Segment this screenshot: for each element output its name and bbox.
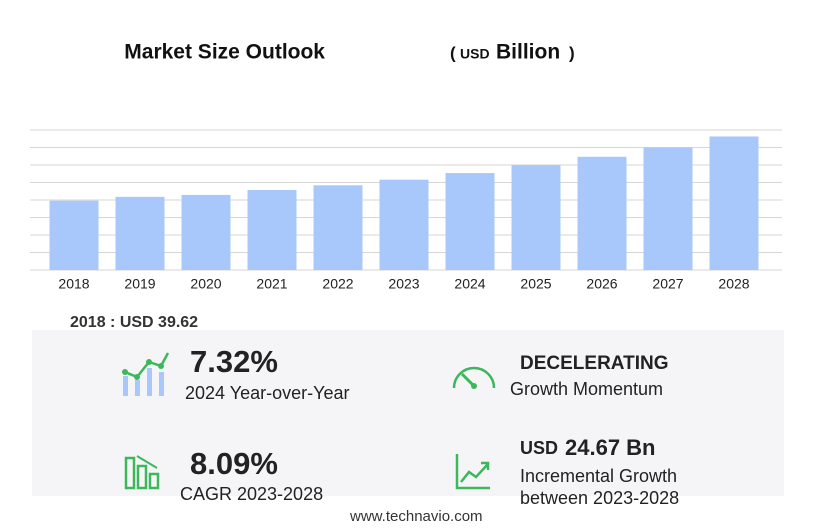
growth-icon: [122, 352, 170, 396]
x-tick-label: 2026: [586, 276, 617, 292]
unit-paren: ): [569, 43, 575, 62]
bar: [511, 165, 561, 270]
cagr-icon: [124, 455, 160, 490]
footer: www.technavio.com: [350, 508, 483, 525]
x-tick-label: 2028: [718, 276, 749, 292]
bar: [379, 179, 429, 270]
x-tick-label: 2021: [256, 276, 287, 292]
bar: [445, 173, 495, 270]
bar: [115, 196, 165, 270]
momentum-value: DECELERATING: [520, 353, 669, 374]
x-tick-label: 2024: [454, 276, 485, 292]
gauge-icon: [452, 366, 496, 389]
unit-currency: USD: [460, 46, 490, 62]
bar: [181, 194, 231, 270]
chart: Market Size Outlook ( USD Billion ) 2018…: [30, 41, 782, 292]
incremental-label: between 2023-2028: [520, 488, 680, 508]
first-year: 2018 : USD 39.62: [70, 314, 199, 331]
x-tick-label: 2023: [388, 276, 419, 292]
incremental-value: 24.67 Bn: [565, 435, 656, 460]
cagr-value: 8.09%: [190, 446, 278, 481]
yoy-label: 2024 Year-over-Year: [185, 383, 350, 403]
bar: [643, 147, 693, 270]
unit-name: Billion: [496, 41, 560, 64]
x-tick-label: 2018: [58, 276, 89, 292]
cagr-label: CAGR 2023-2028: [180, 484, 324, 504]
x-tick-label: 2025: [520, 276, 551, 292]
x-tick-label: 2020: [190, 276, 221, 292]
bar: [49, 200, 99, 270]
bar: [709, 136, 759, 270]
yoy-value: 7.32%: [190, 344, 278, 379]
bar: [313, 185, 363, 270]
incremental-label: Incremental Growth: [520, 466, 678, 486]
chart-title: Market Size Outlook: [124, 41, 325, 64]
summary-panel: [32, 330, 784, 496]
incremental-icon: [455, 454, 490, 490]
unit-paren: (: [450, 43, 456, 62]
momentum-label: Growth Momentum: [510, 379, 664, 399]
x-tick-label: 2022: [322, 276, 353, 292]
x-tick-label: 2027: [652, 276, 683, 292]
bar: [247, 190, 297, 270]
incremental-unit: USD: [520, 438, 559, 458]
x-tick-label: 2019: [124, 276, 155, 292]
bar: [577, 156, 627, 270]
